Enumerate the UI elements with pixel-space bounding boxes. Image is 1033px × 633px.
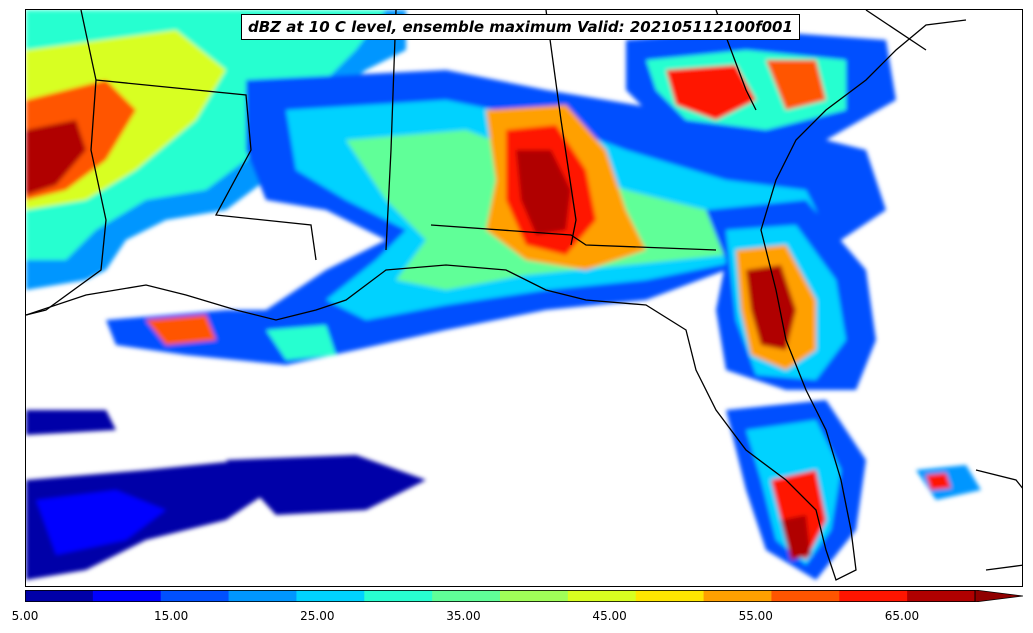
colorbar-extend-arrow xyxy=(974,590,1023,602)
colorbar-segment xyxy=(500,590,569,602)
colorbar-segment xyxy=(703,590,772,602)
colorbar-segment xyxy=(160,590,230,602)
colorbar-tick-label: 15.00 xyxy=(153,609,189,623)
colorbar-segment xyxy=(567,590,637,602)
colorbar-segment xyxy=(432,590,501,602)
colorbar-tick-label: 65.00 xyxy=(884,609,920,623)
colorbar-tick-label: 35.00 xyxy=(446,609,481,623)
colorbar-segment xyxy=(364,590,433,602)
colorbar-segment xyxy=(296,590,365,602)
colorbar-segment xyxy=(771,590,840,602)
colorbar-segment xyxy=(25,590,94,602)
precip-field xyxy=(26,10,981,580)
map-panel xyxy=(25,9,1023,587)
colorbar-segment xyxy=(228,590,297,602)
map-title: dBZ at 10 C level, ensemble maximum Vali… xyxy=(241,14,800,40)
colorbar-outline xyxy=(25,590,976,602)
colorbar-tick-label: 55.00 xyxy=(738,609,773,623)
colorbar xyxy=(25,590,1023,602)
colorbar-tick-label: 45.00 xyxy=(592,609,627,623)
colorbar-segment xyxy=(907,590,976,602)
colorbar-tick-label: 25.00 xyxy=(300,609,335,623)
colorbar-segment xyxy=(635,590,705,602)
colorbar-segment xyxy=(839,590,908,602)
colorbar-tick-label: 5.00 xyxy=(11,609,39,623)
colorbar-segment xyxy=(92,590,162,602)
reflectivity-map xyxy=(26,10,1022,581)
